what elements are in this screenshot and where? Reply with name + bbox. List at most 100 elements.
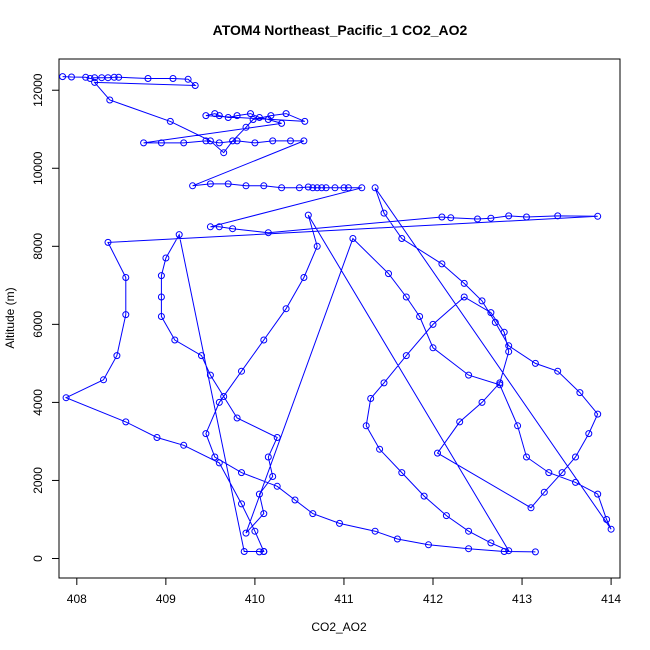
data-point bbox=[491, 318, 499, 326]
data-point bbox=[215, 223, 223, 231]
data-point bbox=[487, 214, 495, 222]
data-point bbox=[304, 211, 312, 219]
y-tick-label: 8000 bbox=[31, 233, 45, 260]
y-tick-label: 4000 bbox=[31, 389, 45, 416]
data-point bbox=[233, 112, 241, 120]
data-point bbox=[62, 394, 70, 402]
data-point bbox=[300, 274, 308, 281]
data-point bbox=[282, 110, 290, 118]
y-tick-label: 10000 bbox=[31, 151, 45, 185]
data-point bbox=[572, 478, 579, 486]
data-point bbox=[340, 184, 348, 192]
data-point bbox=[180, 441, 188, 449]
data-point bbox=[594, 490, 602, 498]
y-tick-label: 12000 bbox=[31, 73, 45, 107]
data-point bbox=[68, 73, 75, 81]
x-tick-label: 410 bbox=[245, 592, 265, 606]
data-point bbox=[402, 293, 410, 301]
data-point bbox=[278, 119, 286, 127]
data-point bbox=[358, 184, 366, 192]
data-point bbox=[251, 527, 259, 535]
data-point bbox=[478, 398, 486, 406]
data-point bbox=[215, 398, 223, 406]
data-point bbox=[523, 453, 530, 461]
data-point bbox=[91, 78, 99, 86]
data-point bbox=[438, 213, 446, 221]
data-point bbox=[255, 548, 263, 556]
data-series bbox=[59, 73, 615, 556]
y-axis: 0 2000 4000 6000 8000 10000 12000 bbox=[31, 73, 60, 562]
data-point bbox=[496, 381, 504, 389]
data-point bbox=[402, 352, 410, 360]
data-point bbox=[242, 182, 250, 190]
data-point bbox=[157, 139, 165, 147]
data-point bbox=[171, 336, 179, 344]
data-point bbox=[206, 180, 214, 188]
data-point bbox=[104, 238, 112, 246]
data-point bbox=[189, 182, 197, 190]
data-point bbox=[500, 548, 508, 555]
data-point bbox=[478, 297, 486, 305]
data-point bbox=[122, 274, 130, 281]
data-point bbox=[313, 184, 321, 192]
data-point bbox=[211, 110, 219, 118]
data-point bbox=[251, 139, 259, 147]
data-point bbox=[113, 352, 121, 360]
data-point bbox=[260, 510, 268, 518]
data-point bbox=[202, 112, 210, 120]
data-point bbox=[264, 453, 272, 461]
data-point bbox=[438, 260, 446, 268]
x-tick-label: 413 bbox=[512, 592, 532, 606]
data-point bbox=[264, 116, 272, 123]
data-point bbox=[344, 184, 352, 192]
data-point bbox=[416, 313, 424, 320]
data-point bbox=[318, 184, 326, 192]
data-point bbox=[398, 469, 406, 477]
data-point bbox=[206, 137, 214, 145]
data-point bbox=[269, 137, 277, 145]
data-point bbox=[59, 73, 67, 81]
data-point bbox=[278, 184, 286, 192]
data-point bbox=[385, 270, 392, 278]
data-point bbox=[594, 410, 602, 418]
y-tick-label: 2000 bbox=[31, 467, 45, 494]
data-point bbox=[224, 180, 232, 188]
data-point bbox=[122, 311, 130, 319]
data-point bbox=[349, 235, 357, 242]
data-point bbox=[264, 229, 272, 237]
data-point bbox=[287, 137, 294, 145]
data-point bbox=[558, 469, 566, 477]
data-point bbox=[425, 541, 432, 549]
data-point bbox=[295, 184, 303, 192]
data-point bbox=[487, 309, 495, 317]
data-point bbox=[371, 527, 379, 535]
data-point bbox=[505, 547, 513, 555]
data-point bbox=[175, 231, 183, 239]
data-point bbox=[233, 414, 241, 422]
data-point bbox=[220, 149, 228, 157]
data-point bbox=[211, 453, 219, 461]
data-point bbox=[110, 73, 118, 81]
data-point bbox=[487, 539, 495, 547]
data-point bbox=[376, 445, 384, 453]
data-point bbox=[531, 548, 539, 556]
data-point bbox=[398, 235, 406, 242]
data-point bbox=[255, 490, 263, 498]
data-point bbox=[500, 328, 508, 336]
data-point bbox=[309, 510, 317, 518]
data-point bbox=[554, 367, 562, 375]
data-point bbox=[157, 293, 165, 301]
x-axis-label: CO2_AO2 bbox=[311, 620, 367, 634]
data-point bbox=[273, 434, 281, 441]
data-point bbox=[238, 367, 245, 375]
data-point bbox=[169, 75, 177, 82]
data-point bbox=[202, 137, 210, 145]
data-point bbox=[594, 212, 602, 220]
data-point bbox=[140, 139, 148, 147]
data-point bbox=[291, 496, 299, 504]
data-point bbox=[229, 225, 237, 233]
x-tick-label: 409 bbox=[156, 592, 176, 606]
data-point bbox=[505, 348, 513, 356]
data-point bbox=[242, 123, 250, 131]
data-point bbox=[505, 212, 513, 220]
